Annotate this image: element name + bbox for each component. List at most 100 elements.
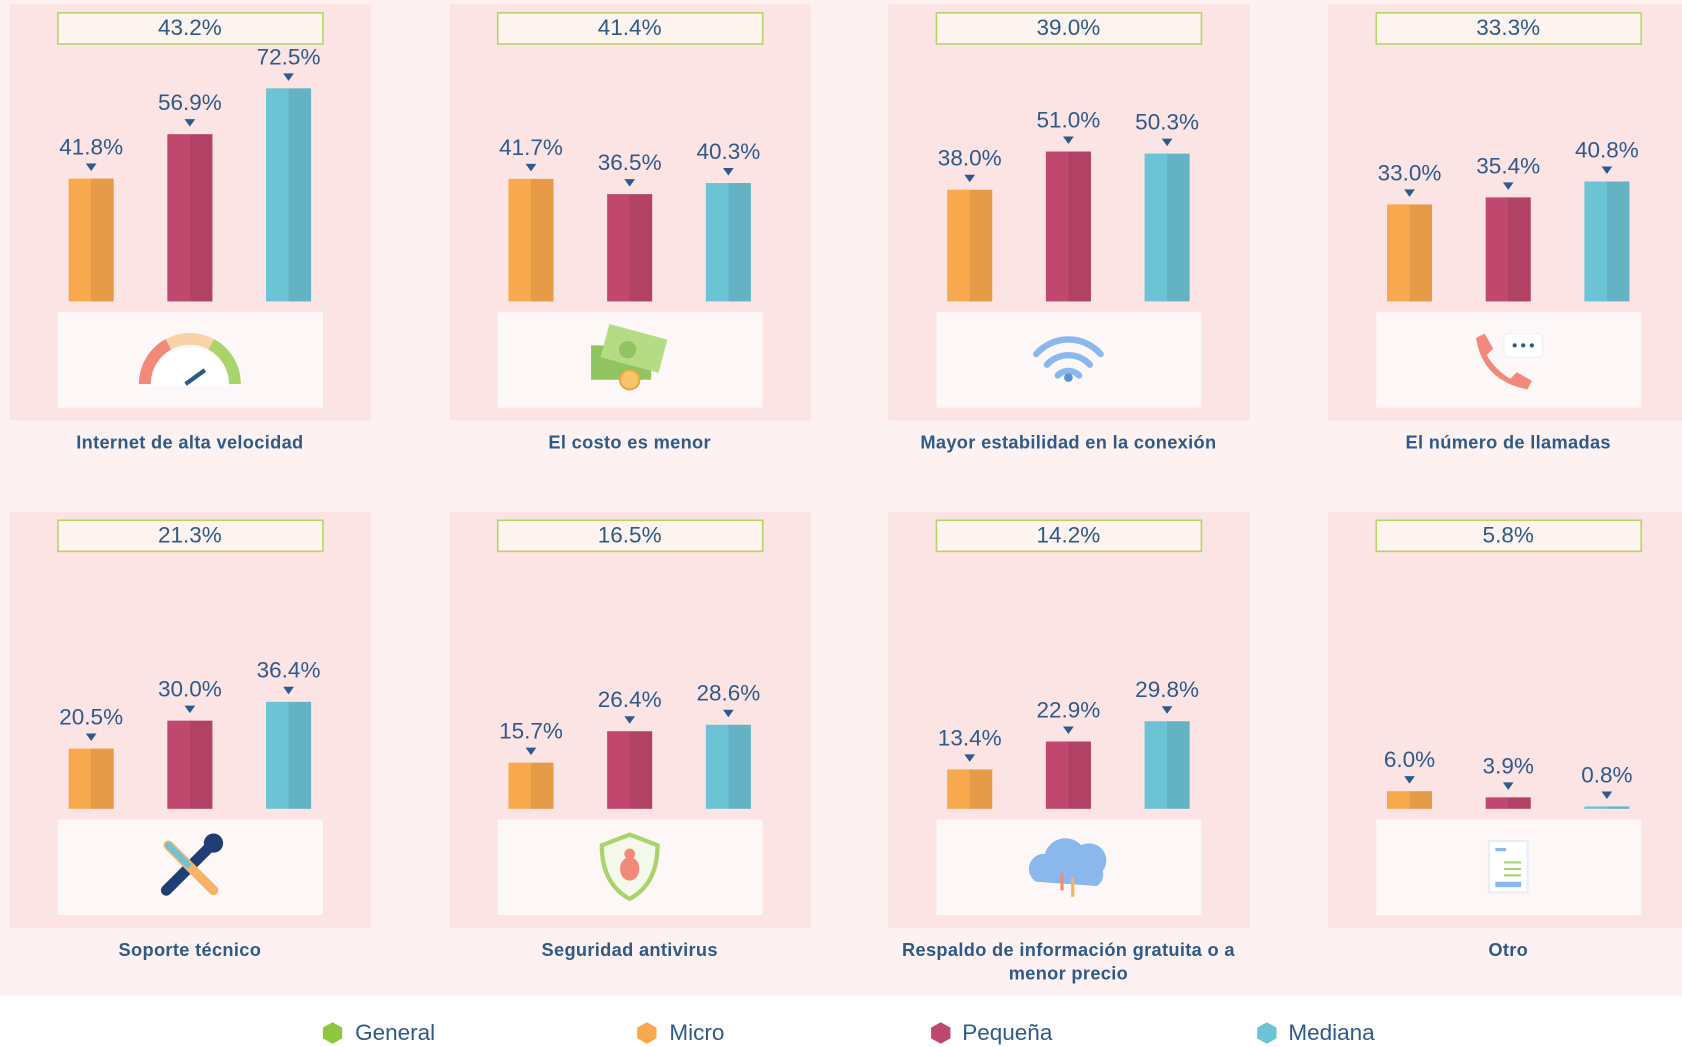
general-box: [496, 519, 764, 553]
panel-title: Respaldo de información gratuita o a men…: [902, 939, 1235, 984]
bar: [1584, 806, 1630, 809]
legend-label: Micro: [669, 1020, 724, 1045]
legend-marker: [322, 1022, 343, 1044]
general-label: 21.3%: [158, 522, 222, 547]
icon-box: [1376, 312, 1642, 408]
bar: [1144, 721, 1190, 809]
legend-marker: [1257, 1022, 1277, 1044]
icon-document: [1487, 839, 1529, 894]
icon-money: [591, 324, 668, 391]
label-pointer: [184, 119, 196, 127]
label-pointer: [1063, 726, 1074, 734]
label-pointer: [722, 167, 734, 176]
general-box: [1375, 12, 1643, 45]
icon-gauge: [138, 333, 241, 387]
bar: [1485, 797, 1531, 809]
icon-tools: [160, 833, 224, 896]
general-box: [57, 519, 324, 553]
general-label: 39.0%: [1036, 15, 1100, 40]
label-pointer: [722, 709, 734, 718]
value-label: 22.9%: [1036, 697, 1100, 722]
label-pointer: [1161, 706, 1173, 714]
label-pointer: [184, 705, 196, 714]
label-pointer: [1502, 782, 1514, 790]
bar: [1144, 153, 1190, 302]
label-pointer: [1063, 136, 1074, 145]
general-label: 14.2%: [1036, 522, 1100, 547]
value-label: 36.4%: [257, 658, 321, 683]
label-pointer: [1161, 138, 1173, 147]
icon-shield: [599, 832, 660, 902]
legend-marker: [637, 1022, 657, 1044]
icon-phone: [1476, 333, 1544, 390]
general-box: [935, 519, 1203, 553]
label-pointer: [525, 163, 537, 172]
value-label: 36.5%: [598, 150, 662, 175]
value-label: 41.8%: [59, 134, 123, 159]
label-pointer: [283, 73, 294, 81]
label-pointer: [624, 179, 636, 187]
legend-background: [0, 995, 1682, 1046]
label-pointer: [1502, 182, 1514, 190]
value-label: 3.9%: [1483, 753, 1534, 778]
bar: [68, 178, 114, 302]
label-pointer: [85, 163, 97, 172]
bar: [1584, 181, 1630, 302]
bar: [705, 724, 751, 809]
value-label: 28.6%: [696, 681, 760, 706]
value-label: 50.3%: [1135, 110, 1199, 135]
legend-marker: [931, 1022, 951, 1044]
bar: [1485, 197, 1531, 302]
value-label: 0.8%: [1581, 762, 1632, 787]
bar: [947, 769, 993, 809]
value-label: 40.3%: [696, 139, 760, 164]
value-label: 33.0%: [1378, 160, 1442, 185]
general-label: 41.4%: [598, 15, 662, 40]
icon-wifi: [1033, 336, 1104, 382]
label-pointer: [1601, 791, 1613, 799]
value-label: 38.0%: [938, 146, 1002, 171]
general-box: [496, 12, 764, 45]
icons: [138, 324, 1544, 902]
general-label: 33.3%: [1476, 15, 1540, 40]
legend-label: Mediana: [1288, 1020, 1375, 1045]
bar: [1387, 791, 1433, 809]
value-label: 35.4%: [1476, 153, 1540, 178]
bar: [607, 194, 653, 302]
general-label: 5.8%: [1483, 522, 1534, 547]
value-label: 29.8%: [1135, 677, 1199, 702]
bar: [167, 134, 213, 302]
bar: [1045, 151, 1091, 302]
general-box: [1375, 519, 1643, 553]
value-label: 41.7%: [499, 135, 563, 160]
label-pointer: [525, 747, 537, 756]
general-label: 16.5%: [598, 522, 662, 547]
panels: 43.2% 41.8% 56.9% 72.5% 41.4% 41.7% 36.5% 40.3%…: [9, 4, 1682, 928]
general-box: [935, 12, 1203, 45]
value-label: 13.4%: [938, 725, 1002, 750]
bar: [947, 189, 993, 302]
value-label: 20.5%: [59, 704, 123, 729]
value-label: 26.4%: [598, 687, 662, 712]
bar: [508, 762, 554, 809]
value-label: 56.9%: [158, 90, 222, 115]
label-pointer: [964, 174, 976, 183]
bar: [1387, 204, 1433, 302]
bar: [508, 178, 554, 302]
bar: [1045, 741, 1091, 809]
bar: [167, 720, 213, 809]
legend-label: General: [355, 1020, 435, 1045]
panel-title: Seguridad antivirus: [541, 939, 718, 961]
label-pointer: [1404, 776, 1415, 784]
legend-label: Pequeña: [962, 1020, 1053, 1045]
bar: [607, 731, 653, 809]
panel-title: Mayor estabilidad en la conexión: [920, 432, 1217, 453]
panel-title: El número de llamadas: [1405, 432, 1611, 453]
label-pointer: [624, 716, 636, 724]
label-pointer: [283, 686, 294, 695]
label-pointer: [1601, 166, 1613, 175]
label-pointer: [1404, 189, 1415, 197]
